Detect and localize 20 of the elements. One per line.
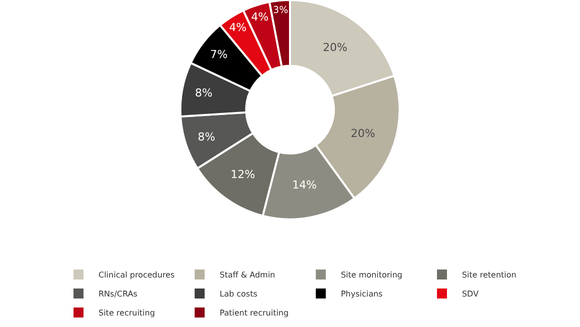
data-label: 20% [350, 126, 376, 140]
legend-label: Patient recruiting [220, 308, 289, 318]
legend-label: Staff & Admin [220, 270, 276, 280]
data-label: 4% [251, 10, 269, 24]
legend-label: Site recruiting [98, 308, 155, 318]
legend-label: Site monitoring [340, 270, 402, 280]
legend-label: Physicians [340, 290, 383, 299]
legend-label: SDV [462, 290, 480, 299]
data-label: 3% [273, 4, 288, 16]
data-label: 7% [210, 48, 228, 61]
data-label: 4% [229, 20, 247, 34]
data-label: 8% [195, 86, 212, 100]
data-label: 12% [230, 168, 256, 181]
data-label: 20% [322, 41, 348, 54]
legend-label: Clinical procedures [98, 270, 175, 280]
data-label: 14% [292, 178, 317, 192]
legend-label: Site retention [462, 270, 516, 280]
data-label: 8% [198, 130, 216, 144]
legend-label: RNs/CRAs [98, 290, 138, 299]
legend-label: Lab costs [220, 290, 258, 299]
